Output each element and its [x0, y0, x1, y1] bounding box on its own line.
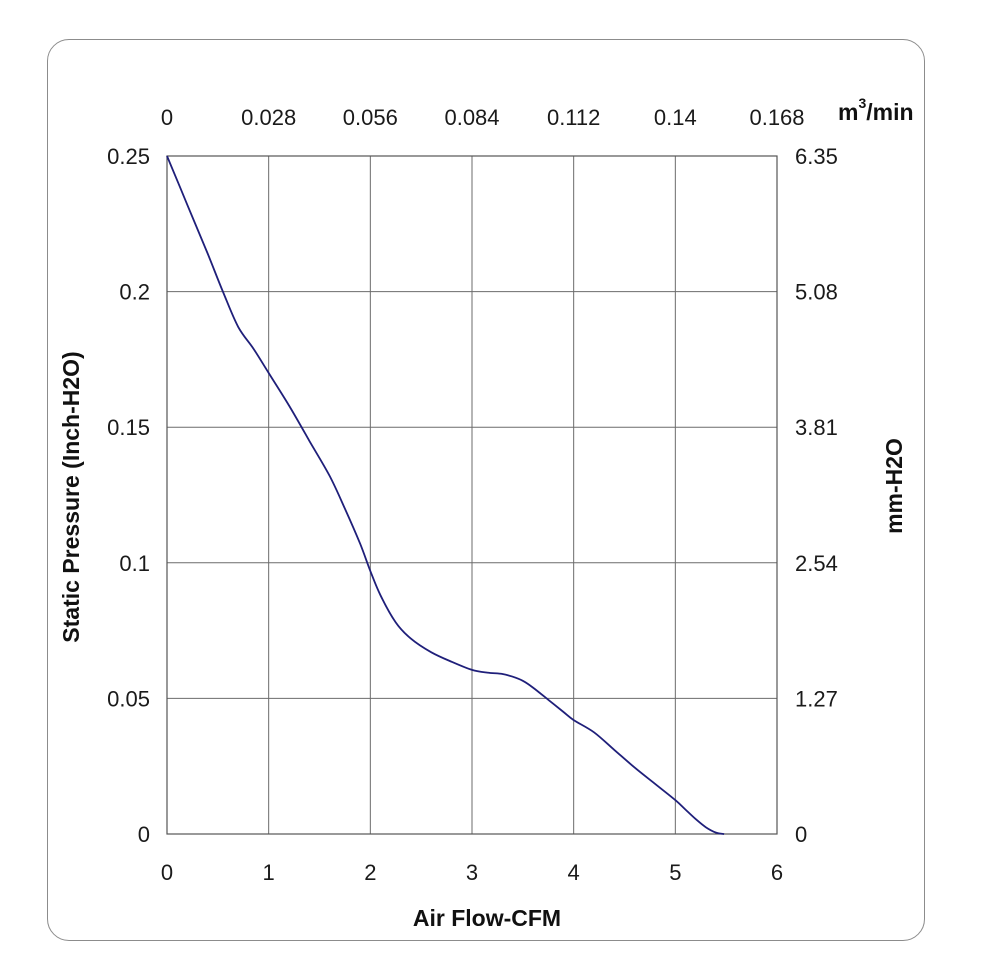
y-tick-label: 0.05: [107, 686, 150, 711]
x-tick-label: 0: [161, 860, 173, 885]
y-tick-label: 0.15: [107, 415, 150, 440]
y2-tick-label: 3.81: [795, 415, 838, 440]
pq-curve-line: [166, 155, 725, 835]
x2-unit-superscript: 3: [858, 95, 866, 111]
chart-frame: [47, 39, 925, 941]
x-tick-label: 3: [466, 860, 478, 885]
x2-tick-label: 0.028: [241, 105, 296, 130]
grid: [167, 156, 777, 834]
data-layer: [166, 155, 725, 835]
x2-unit-label: m3/min: [838, 95, 914, 125]
x2-tick-label: 0.056: [343, 105, 398, 130]
x-tick-label: 4: [568, 860, 580, 885]
y-tick-label: 0.2: [119, 280, 150, 305]
x2-tick-label: 0: [161, 105, 173, 130]
y2-tick-label: 0: [795, 822, 807, 847]
x2-tick-label: 0.084: [444, 105, 499, 130]
y-axis-title: Static Pressure (Inch-H2O): [58, 351, 84, 642]
y2-axis-title: mm-H2O: [881, 438, 907, 534]
y2-tick-label: 1.27: [795, 686, 838, 711]
tick-labels: 0 1 2 3 4 5 60 0.028 0.056 0.084 0.112 0.14 0.16800.…: [107, 105, 838, 885]
x-tick-label: 1: [263, 860, 275, 885]
x-tick-label: 5: [669, 860, 681, 885]
y2-tick-label: 5.08: [795, 280, 838, 305]
y-tick-label: 0: [138, 822, 150, 847]
x2-unit-tail: /min: [866, 99, 913, 125]
x2-tick-label: 0.168: [749, 105, 804, 130]
plot-border: [166, 155, 778, 835]
x2-unit-base: m: [838, 99, 858, 125]
x-tick-label: 2: [364, 860, 376, 885]
y2-tick-label: 6.35: [795, 144, 838, 169]
x-tick-label: 6: [771, 860, 783, 885]
y-tick-label: 0.25: [107, 144, 150, 169]
x2-tick-label: 0.14: [654, 105, 697, 130]
x-axis-title: Air Flow-CFM: [413, 905, 561, 931]
y2-tick-label: 2.54: [795, 551, 838, 576]
y-tick-label: 0.1: [119, 551, 150, 576]
x2-tick-label: 0.112: [547, 105, 600, 130]
